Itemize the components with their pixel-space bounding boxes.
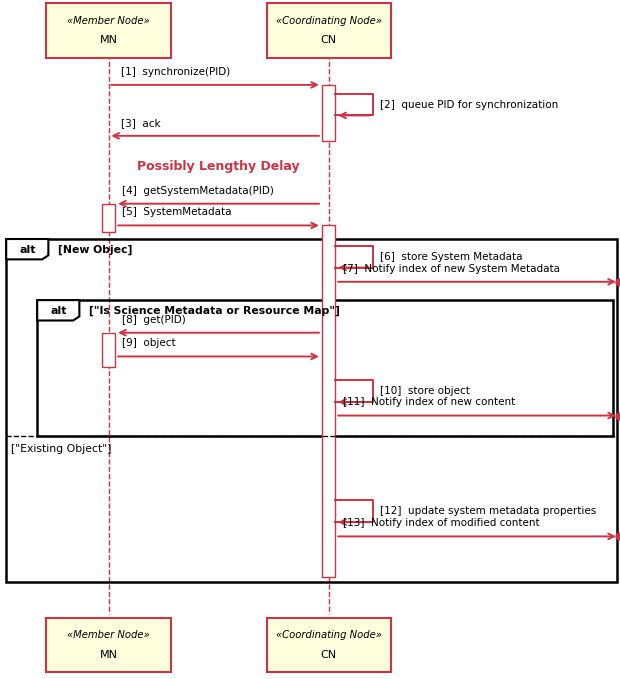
Bar: [46, 618, 170, 672]
Text: [5]  SystemMetadata: [5] SystemMetadata: [122, 207, 231, 217]
Polygon shape: [6, 239, 48, 259]
Text: MN: MN: [99, 650, 118, 660]
Bar: [102, 333, 115, 367]
Text: ["Existing Object"]: ["Existing Object"]: [11, 445, 112, 454]
Bar: [6, 239, 617, 582]
Text: ["Is Science Metadata or Resource Map"]: ["Is Science Metadata or Resource Map"]: [89, 306, 340, 316]
Text: [12]  update system metadata properties: [12] update system metadata properties: [380, 507, 596, 516]
Text: [New Objec]: [New Objec]: [58, 244, 132, 255]
Bar: [267, 3, 391, 58]
Text: CN: CN: [321, 35, 337, 45]
Text: alt: alt: [50, 306, 66, 316]
Bar: [322, 85, 335, 141]
Text: [7]  Notify index of new System Metadata: [7] Notify index of new System Metadata: [343, 263, 560, 274]
Text: [6]  store System Metadata: [6] store System Metadata: [380, 252, 523, 261]
Text: «Coordinating Node»: «Coordinating Node»: [276, 630, 381, 640]
Bar: [322, 225, 335, 577]
Text: MN: MN: [99, 35, 118, 45]
Text: [10]  store object: [10] store object: [380, 386, 470, 396]
Text: [4]  getSystemMetadata(PID): [4] getSystemMetadata(PID): [122, 185, 273, 196]
Bar: [102, 204, 115, 232]
Text: Possibly Lengthy Delay: Possibly Lengthy Delay: [137, 160, 300, 173]
Text: [3]  ack: [3] ack: [121, 117, 161, 128]
Bar: [37, 300, 613, 436]
Text: alt: alt: [19, 245, 35, 255]
Text: CN: CN: [321, 650, 337, 660]
Text: [11]  Notify index of new content: [11] Notify index of new content: [343, 397, 515, 407]
Bar: [46, 3, 170, 58]
Bar: [267, 618, 391, 672]
Text: [9]  object: [9] object: [122, 338, 175, 348]
Text: [2]  queue PID for synchronization: [2] queue PID for synchronization: [380, 100, 558, 109]
Text: «Member Node»: «Member Node»: [67, 630, 150, 640]
Text: [13]  Notify index of modified content: [13] Notify index of modified content: [343, 518, 539, 528]
Polygon shape: [37, 300, 79, 320]
Text: [1]  synchronize(PID): [1] synchronize(PID): [121, 67, 230, 77]
Text: [8]  get(PID): [8] get(PID): [122, 314, 185, 325]
Text: «Member Node»: «Member Node»: [67, 16, 150, 26]
Text: «Coordinating Node»: «Coordinating Node»: [276, 16, 381, 26]
